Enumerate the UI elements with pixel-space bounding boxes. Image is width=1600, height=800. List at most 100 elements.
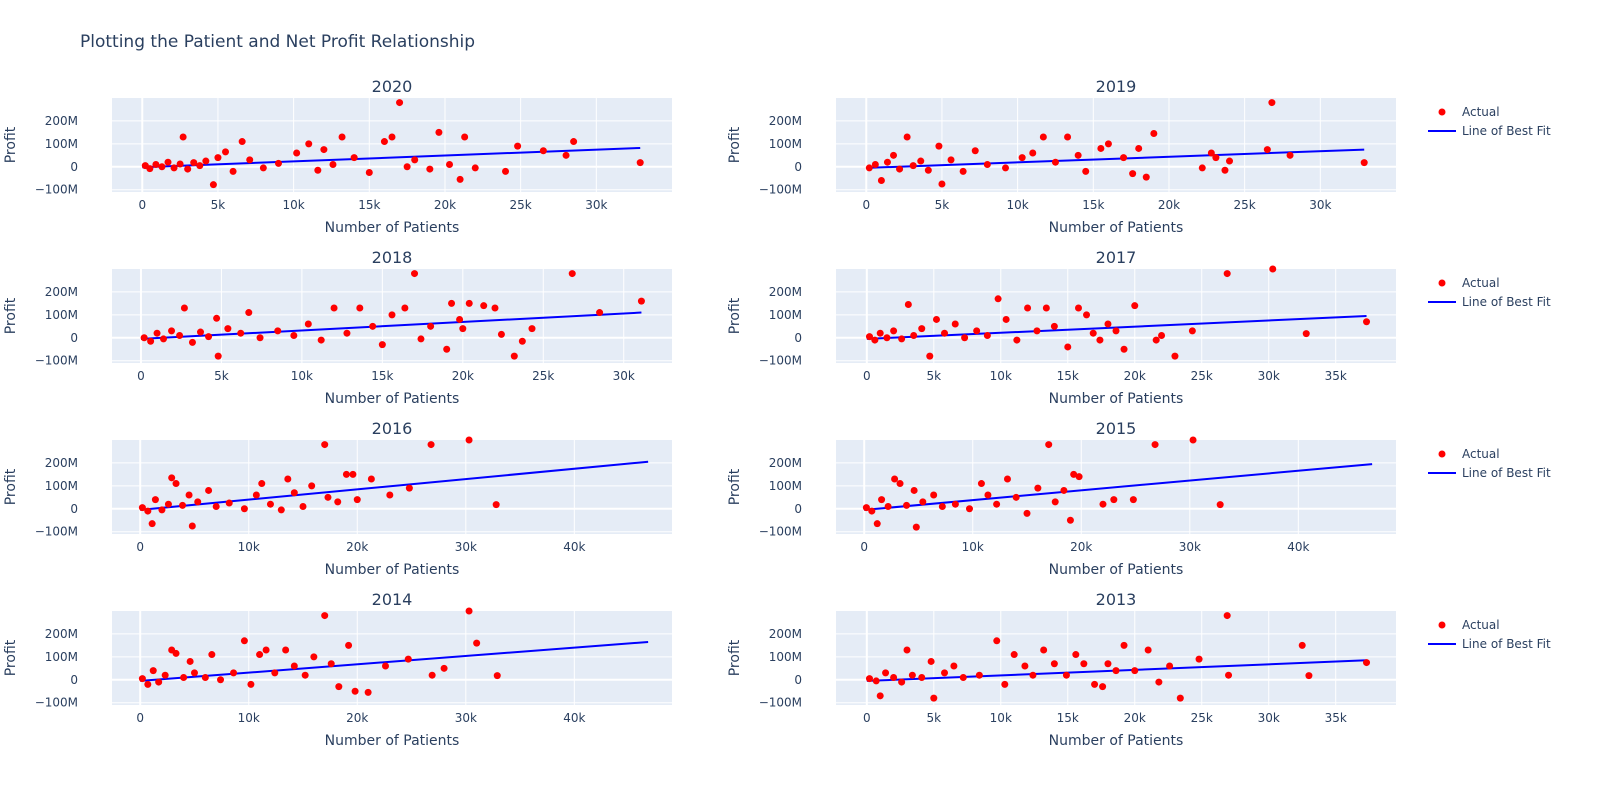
best-fit-line [140,311,642,340]
data-point [918,325,926,333]
data-point [903,646,911,654]
data-point [155,678,163,686]
legend[interactable]: Actual Line of Best Fit [1428,618,1551,651]
data-point [356,304,364,312]
y-tick-label: 100M [45,137,78,151]
data-point [164,500,172,508]
data-point [465,436,473,444]
data-point [446,160,454,168]
y-tick-label: 200M [769,627,802,641]
legend[interactable]: Actual Line of Best Fit [1428,105,1551,138]
data-point [1012,493,1020,501]
data-point [164,158,172,166]
x-tick-label: 35k [1325,369,1347,383]
data-point [637,297,645,305]
data-point [403,163,411,171]
data-point [176,331,184,339]
data-point [144,507,152,515]
data-point [314,166,322,174]
x-axis-label: Number of Patients [1049,391,1184,407]
data-point [1070,470,1078,478]
y-tick-label: −100M [35,183,78,197]
best-fit-line [866,315,1367,340]
legend-label-actual[interactable]: Actual [1462,618,1500,632]
data-point [237,329,245,337]
data-point [918,673,926,681]
x-axis-label: Number of Patients [325,733,460,749]
data-point [1263,146,1271,154]
data-point [159,335,167,343]
x-tick-label: 0 [863,711,871,725]
data-point [868,507,876,515]
data-point [427,322,435,330]
legend-label-fit[interactable]: Line of Best Fit [1462,295,1551,309]
data-point [908,671,916,679]
data-point [1226,157,1234,165]
data-point [258,480,266,488]
x-tick-label: 30k [1258,369,1280,383]
x-tick-label: 40k [563,711,585,725]
data-point [229,167,237,175]
data-point [172,649,180,657]
data-point [878,496,886,504]
plot-area [836,269,1396,363]
data-point [369,322,377,330]
data-point [1062,671,1070,679]
data-point [401,304,409,312]
data-point [1144,646,1152,654]
x-tick-label: 10k [283,198,305,212]
data-point [1120,345,1128,353]
data-point [345,641,353,649]
x-tick-label: 5k [927,369,942,383]
x-tick-label: 40k [1287,540,1309,554]
data-point [252,491,260,499]
legend-label-fit[interactable]: Line of Best Fit [1462,466,1551,480]
data-point [528,325,536,333]
data-point [138,504,146,512]
data-point [188,338,196,346]
y-tick-label: 0 [70,331,78,345]
data-point [971,147,979,155]
plot-area [112,98,672,192]
data-point [1268,99,1276,107]
legend-label-actual[interactable]: Actual [1462,447,1500,461]
data-point [1198,164,1206,172]
data-point [225,499,233,507]
data-point [965,505,973,513]
y-axis-label: Profit [3,639,19,676]
legend-label-actual[interactable]: Actual [1462,276,1500,290]
legend-label-fit[interactable]: Line of Best Fit [1462,124,1551,138]
data-point [1363,318,1371,326]
data-point [871,160,879,168]
data-point [440,664,448,672]
data-point [1363,659,1371,667]
data-point [973,327,981,335]
legend-marker-actual [1438,621,1446,629]
x-tick-label: 35k [1325,711,1347,725]
data-point [1091,680,1099,688]
y-tick-label: −100M [759,354,802,368]
legend[interactable]: Actual Line of Best Fit [1428,276,1551,309]
data-point [890,327,898,335]
y-tick-label: 100M [45,650,78,664]
data-point [427,441,435,449]
legend[interactable]: Actual Line of Best Fit [1428,447,1551,480]
data-point [941,669,949,677]
data-point [349,470,357,478]
data-point [903,501,911,509]
legend-label-actual[interactable]: Actual [1462,105,1500,119]
data-point [1298,641,1306,649]
y-tick-label: −100M [35,525,78,539]
data-point [350,154,358,162]
data-point [353,496,361,504]
data-point [213,314,221,322]
data-point [910,486,918,494]
x-tick-label: 10k [990,369,1012,383]
legend-label-fit[interactable]: Line of Best Fit [1462,637,1551,651]
data-point [877,177,885,185]
data-point [1010,651,1018,659]
data-point [1018,154,1026,162]
data-point [884,502,892,510]
y-tick-label: 100M [769,308,802,322]
data-point [1129,170,1137,178]
